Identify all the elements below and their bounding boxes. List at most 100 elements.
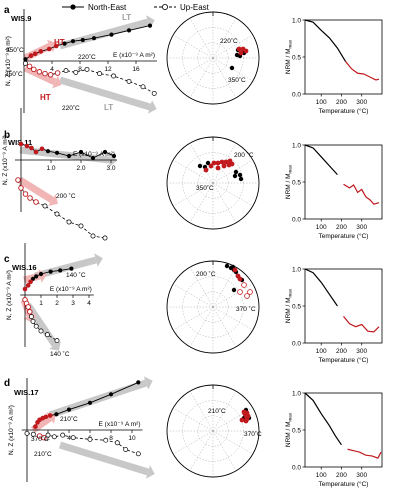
stereonet-ht-point [221, 163, 227, 169]
direction-arrowhead-lt [94, 253, 103, 267]
north-east-point [126, 28, 132, 33]
stereonet-label: 210˚C [208, 407, 226, 415]
up-east-ht-point [27, 195, 33, 201]
stereonet-ht-open-point [244, 293, 250, 299]
annotation: 350˚C [6, 46, 24, 54]
nrm-x-tick-label: 100 [316, 99, 327, 106]
stereonet-ht-point [208, 163, 214, 169]
e-tick-label: 1.0 [46, 165, 55, 172]
stereonet-point [238, 176, 244, 182]
up-east-point [42, 203, 48, 209]
up-east-point [30, 318, 36, 324]
e-axis-label: E (x10⁻⁹ A m²) [113, 52, 155, 59]
nrm-y-tick-label: 0.0 [292, 340, 301, 347]
stereonet-point [197, 163, 203, 169]
stereonet-ht-point [223, 159, 229, 165]
direction-arrowhead-lt [49, 341, 61, 351]
nrm-y-axis-label: NRM / Mmax [285, 288, 293, 323]
legend-ue-label: Up-East [180, 3, 210, 12]
nrm-y-axis-label-sub: max [288, 164, 293, 173]
stereonet-label: 350˚C [228, 76, 246, 84]
north-east-point [80, 37, 85, 43]
direction-arrow-ht [23, 42, 52, 62]
stereonet-b: 200 ˚C 350˚C [166, 136, 260, 230]
nrm-y-tick-label: 0.0 [292, 216, 301, 223]
up-east-ht-point [27, 309, 33, 315]
nrm-x-tick-label: 300 [356, 348, 367, 355]
nrm-x-tick-label: 200 [336, 472, 347, 479]
north-east-point [38, 271, 44, 277]
stereonet-ht-point [203, 167, 209, 173]
legend-ue-marker [161, 4, 168, 10]
stereonet-label: 200 ˚C [196, 270, 216, 278]
nrm-y-tick-label: 0.5 [292, 427, 301, 434]
stereonet-ht-point [243, 418, 249, 424]
stereonet-ht-point [232, 267, 238, 273]
north-east-point [66, 153, 72, 159]
e-tick-label: 4 [67, 435, 71, 442]
e-tick-label: 1 [39, 300, 43, 307]
up-east-point [97, 71, 103, 77]
nrm-curve-lt [304, 144, 338, 176]
nrm-x-tick-label: 300 [356, 99, 367, 106]
nrm-y-tick-label: 1.0 [292, 266, 301, 273]
direction-arrowhead-lt [146, 15, 155, 29]
up-east-point [28, 314, 34, 320]
up-east-point [51, 434, 57, 440]
up-east-ht-point [22, 191, 29, 197]
up-east-ht-point [31, 66, 37, 73]
nz-axis-label: N, Z (x10⁻⁹ A m²) [8, 405, 15, 455]
up-east-point [151, 90, 157, 96]
nrm-x-axis-label: Temperature (°C) [319, 107, 369, 115]
nrm-x-axis-label: Temperature (°C) [319, 232, 369, 240]
nrm-y-axis-label: NRM / Mmax [285, 39, 293, 74]
annotation: 200 ˚C [56, 192, 76, 200]
stereonet-point [237, 172, 243, 178]
annotation: HT [54, 38, 65, 47]
nrm-x-tick-label: 100 [316, 472, 327, 479]
north-east-point [58, 268, 63, 273]
north-east-point [62, 41, 67, 46]
up-east-point [114, 440, 120, 446]
stereonet-label: 220˚C [220, 37, 238, 45]
e-tick-label: 16 [132, 66, 140, 73]
up-east-point [24, 430, 30, 436]
stereonet-c: 200 ˚C 370 ˚C [166, 260, 260, 354]
up-east-ht-point [42, 70, 48, 77]
e-tick-label: 2.0 [76, 165, 85, 172]
nrm-x-tick-label: 200 [336, 348, 347, 355]
direction-arrowhead-lt [145, 465, 155, 479]
up-east-point [38, 328, 44, 334]
stereonet-point [233, 169, 239, 175]
stereonet-ht-open-point [247, 289, 253, 295]
nz-axis-label: N, Z (x10⁻⁹ A m²) [6, 270, 13, 320]
stereonet-ht-point [226, 162, 232, 168]
north-east-point [78, 149, 84, 155]
up-east-ht-point [18, 185, 24, 191]
up-east-point [54, 338, 60, 344]
up-east-ht-point [26, 63, 33, 70]
panel-letter-c: c [4, 254, 10, 265]
north-east-point [48, 269, 53, 274]
nz-axis-label: N, Z (x10⁻⁹ A m²) [2, 135, 9, 185]
up-east-point [87, 436, 93, 442]
e-tick-label: 12 [104, 66, 112, 73]
up-east-point [30, 431, 36, 437]
annotation: 140 ˚C [66, 271, 86, 279]
north-east-point [30, 276, 36, 281]
stereonet-ht-point [215, 165, 221, 171]
nrm-y-tick-label: 0.5 [292, 303, 301, 310]
nrm-x-tick-label: 100 [316, 348, 327, 355]
up-east-point [126, 78, 132, 84]
stereonet-ht-point [238, 50, 244, 56]
up-east-point [90, 233, 96, 239]
annotation: 370˚C [31, 435, 49, 443]
up-east-ht-point [36, 69, 43, 75]
annotation: LT [104, 103, 113, 112]
stereonet-ht-point [243, 48, 249, 54]
direction-arrow-ht [23, 64, 57, 86]
panel-letter-b: b [4, 130, 10, 141]
stereonet-ht-point [215, 160, 221, 166]
up-east-point [135, 451, 141, 457]
direction-arrowhead-lt [147, 100, 157, 114]
